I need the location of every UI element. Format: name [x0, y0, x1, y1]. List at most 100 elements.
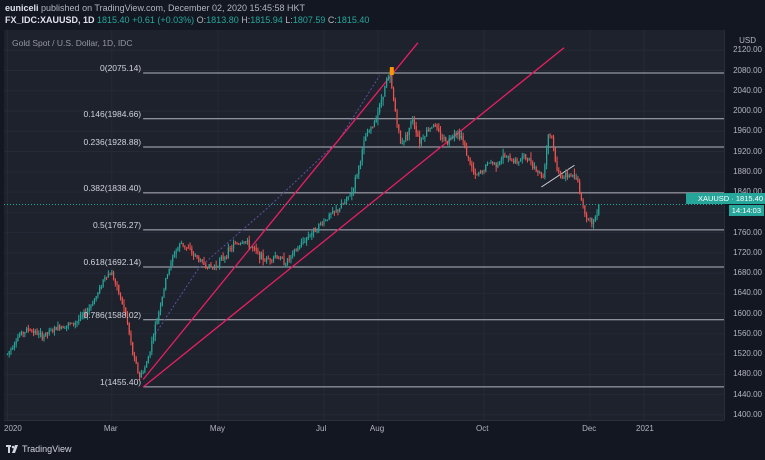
- candle-body: [12, 347, 14, 349]
- candle-body: [469, 157, 471, 165]
- candle-body: [392, 88, 395, 100]
- candle-body: [236, 243, 238, 245]
- low-value: 1807.59: [292, 15, 326, 25]
- candle-body: [379, 103, 381, 113]
- publish-header: euniceli published on TradingView.com, D…: [0, 0, 765, 28]
- candle-body: [452, 137, 454, 139]
- candle-body: [252, 247, 254, 249]
- candle-body: [83, 312, 85, 316]
- candle-body: [135, 357, 137, 364]
- candle-body: [309, 235, 311, 237]
- candle-body: [424, 136, 426, 139]
- price-chart: [4, 30, 724, 420]
- candle-body: [100, 286, 102, 288]
- candle-body: [377, 112, 379, 120]
- fib-level-label: 0(2075.14): [100, 62, 142, 73]
- candle-body: [398, 124, 400, 131]
- candle-body: [405, 135, 407, 141]
- candle-body: [27, 328, 29, 330]
- candle-body: [203, 261, 205, 265]
- candle-body: [521, 156, 523, 160]
- candle-body: [133, 354, 136, 358]
- candle-body: [506, 156, 508, 158]
- candle-body: [187, 247, 189, 249]
- candle-body: [589, 218, 591, 220]
- candle-body: [43, 335, 45, 340]
- candle-body: [544, 165, 546, 177]
- candle-body: [19, 334, 21, 337]
- footer: TradingView: [0, 438, 765, 460]
- candle-body: [347, 196, 349, 198]
- candle-body: [299, 246, 301, 248]
- candle-body: [445, 137, 447, 142]
- candle-body: [6, 353, 9, 355]
- price-unit: USD: [739, 36, 756, 45]
- candle-body: [293, 249, 296, 253]
- candle-body: [248, 240, 250, 248]
- candle-body: [335, 209, 337, 212]
- candle-body: [333, 210, 336, 212]
- candle-body: [24, 332, 26, 334]
- candle-body: [88, 308, 90, 312]
- candle-body: [399, 130, 402, 144]
- candle-body: [144, 367, 146, 373]
- price-tick-label: 1760.00: [733, 227, 762, 237]
- candle-body: [152, 335, 155, 341]
- candle-body: [8, 351, 10, 354]
- candle-body: [140, 372, 142, 378]
- candle-body: [340, 203, 342, 209]
- time-tick-label: Jul: [316, 424, 327, 433]
- candle-body: [408, 127, 410, 136]
- candle-body: [420, 138, 422, 144]
- candle-body: [22, 332, 24, 334]
- candle-body: [492, 162, 494, 164]
- candle-body: [264, 260, 266, 262]
- candle-body: [346, 196, 348, 202]
- candle-body: [311, 233, 313, 236]
- candle-body: [572, 174, 574, 176]
- candle-body: [488, 162, 490, 164]
- candle-body: [208, 264, 210, 269]
- candle-body: [119, 294, 122, 298]
- candle-body: [439, 131, 442, 139]
- candle-body: [387, 77, 389, 80]
- candle-body: [137, 363, 139, 373]
- candle-body: [118, 284, 120, 295]
- candle-body: [577, 178, 579, 182]
- candle-body: [161, 296, 163, 306]
- candle-body: [121, 297, 123, 305]
- chart-title: Gold Spot / U.S. Dollar, 1D, IDC: [12, 38, 133, 48]
- candle-body: [81, 315, 83, 317]
- chart-plot-area[interactable]: Gold Spot / U.S. Dollar, 1D, IDC 0(2075.…: [4, 30, 724, 420]
- candle-body: [467, 155, 469, 158]
- candle-body: [199, 259, 202, 262]
- candle-body: [45, 332, 47, 336]
- candle-body: [459, 132, 461, 139]
- candle-body: [257, 250, 259, 252]
- price-tick-label: 2120.00: [733, 45, 762, 55]
- candle-body: [32, 331, 35, 334]
- candle-body: [316, 230, 318, 232]
- candle-body: [594, 216, 596, 222]
- price-axis[interactable]: USD 2120.00 2080.00 2040.00 2000.00 1960.00 1…: [686, 30, 765, 420]
- price-tick-label: 1440.00: [733, 389, 762, 399]
- candle-body: [182, 242, 184, 246]
- candle-body: [352, 188, 355, 193]
- candle-body: [464, 141, 466, 147]
- candle-body: [579, 181, 581, 193]
- open-label: O:: [196, 15, 207, 25]
- candle-body: [419, 136, 421, 144]
- price-tick-label: 1840.00: [733, 187, 762, 196]
- candle-body: [314, 227, 316, 232]
- time-axis[interactable]: 2020 Mar May Jul Aug Oct Dec 2021: [4, 420, 724, 439]
- candle-body: [86, 311, 89, 316]
- candle-body: [90, 305, 92, 309]
- last-price-symbol: XAUUSD: [697, 193, 730, 203]
- candle-body: [500, 159, 502, 162]
- candle-body: [269, 258, 271, 261]
- candle-body: [215, 266, 217, 268]
- candle-body: [106, 277, 108, 279]
- candle-body: [34, 330, 36, 334]
- candle-body: [55, 326, 57, 331]
- candle-body: [497, 165, 499, 167]
